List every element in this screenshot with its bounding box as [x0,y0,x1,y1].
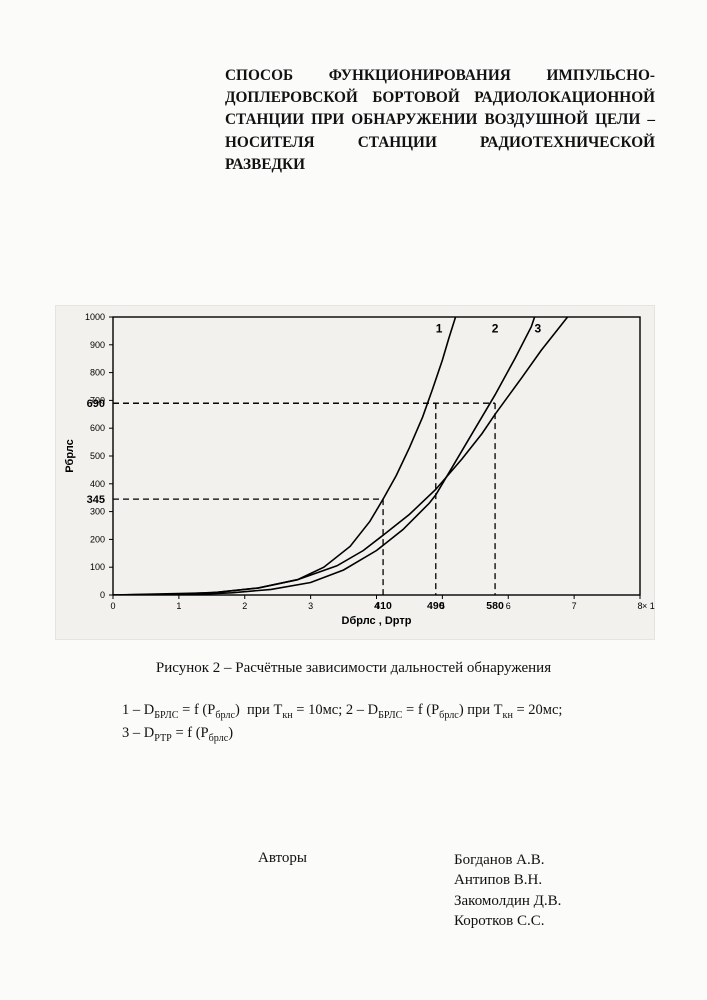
author-name: Закомолдин Д.В. [454,891,561,911]
svg-text:Dбрлс , Dртр: Dбрлс , Dртр [342,615,412,627]
svg-text:410: 410 [374,600,392,612]
chart-svg: 01002003004005006007008009001000345690Pб… [55,305,655,640]
svg-text:400: 400 [90,479,105,489]
author-name: Антипов В.Н. [454,870,561,890]
svg-text:Pбрлс: Pбрлс [64,439,76,473]
svg-text:1: 1 [176,601,181,611]
figure-caption: Рисунок 2 – Расчётные зависимости дально… [0,660,707,677]
figure-legend: 1 – DБРЛС = f (Pбрлс) при Tкн = 10мс; 2 … [122,700,642,746]
svg-text:600: 600 [90,423,105,433]
svg-text:580: 580 [486,600,504,612]
svg-text:6: 6 [506,601,511,611]
svg-text:0: 0 [110,601,115,611]
page: СПОСОБ ФУНКЦИОНИРОВАНИЯ ИМПУЛЬСНО- ДОПЛЕ… [0,0,707,1000]
title-line: ДОПЛЕРОВСКОЙ БОРТОВОЙ РАДИОЛОКАЦИОННОЙ [225,87,655,109]
authors-list: Богданов А.В. Антипов В.Н. Закомолдин Д.… [454,850,561,931]
svg-text:900: 900 [90,340,105,350]
svg-text:1000: 1000 [85,312,105,322]
svg-text:200: 200 [90,534,105,544]
document-title: СПОСОБ ФУНКЦИОНИРОВАНИЯ ИМПУЛЬСНО- ДОПЛЕ… [225,65,655,176]
chart: 01002003004005006007008009001000345690Pб… [55,305,655,640]
svg-text:345: 345 [87,494,105,506]
author-name: Коротков С.С. [454,911,561,931]
authors-label: Авторы [258,850,307,867]
title-line: СПОСОБ ФУНКЦИОНИРОВАНИЯ ИМПУЛЬСНО- [225,65,655,87]
svg-text:7: 7 [572,601,577,611]
title-line: НОСИТЕЛЯ СТАНЦИИ РАДИОТЕХНИЧЕСКОЙ [225,132,655,154]
svg-text:490: 490 [427,600,445,612]
svg-text:100: 100 [90,562,105,572]
svg-text:0: 0 [100,590,105,600]
svg-text:3: 3 [308,601,313,611]
svg-text:2: 2 [492,322,499,336]
svg-text:500: 500 [90,451,105,461]
svg-text:690: 690 [87,398,105,410]
author-name: Богданов А.В. [454,850,561,870]
svg-text:3: 3 [535,322,542,336]
svg-text:800: 800 [90,368,105,378]
svg-text:2: 2 [242,601,247,611]
svg-text:1: 1 [436,322,443,336]
title-line: РАЗВЕДКИ [225,154,655,176]
title-line: СТАНЦИИ ПРИ ОБНАРУЖЕНИИ ВОЗДУШНОЙ ЦЕЛИ – [225,109,655,131]
svg-text:× 10⁵: × 10⁵ [642,601,655,611]
svg-text:300: 300 [90,507,105,517]
